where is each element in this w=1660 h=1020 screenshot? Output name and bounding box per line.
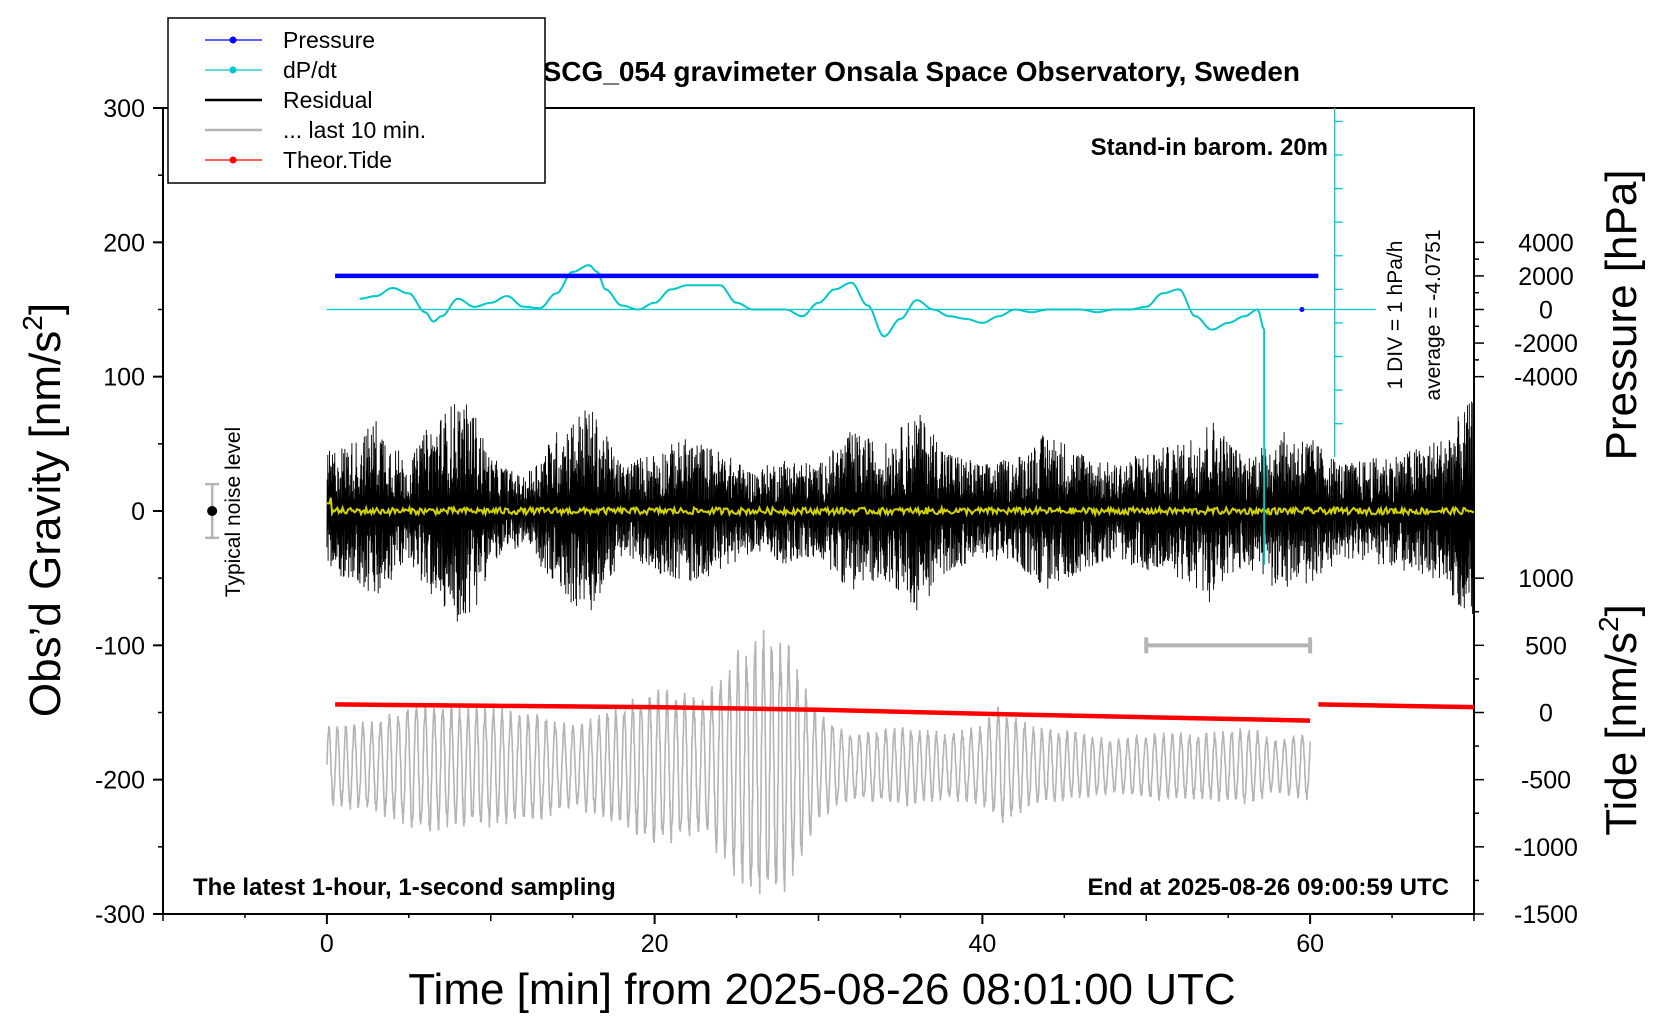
series-theor-tide <box>335 702 1311 723</box>
series-last-10-min <box>326 629 1311 895</box>
y-left-tick-label: -200 <box>95 767 145 795</box>
x-tick-label: 60 <box>1296 930 1324 958</box>
y-right-tide-label: -500 <box>1521 767 1571 795</box>
y-right-tide-label: 0 <box>1539 700 1553 728</box>
y-axis-title-left-close: ] <box>21 303 70 315</box>
series-dpdt <box>359 264 1266 565</box>
y-axis-title-left-text: Obs’d Gravity [nm/s <box>21 331 70 717</box>
legend-dpdt-marker <box>229 66 237 74</box>
y-right-pressure-label: 4000 <box>1518 229 1574 257</box>
chart-title: SCG_054 gravimeter Onsala Space Observat… <box>543 56 1300 87</box>
y-axis-title-right-tide-text: Tide [nm/s <box>1597 632 1646 836</box>
y-axis-title-left-superscript: 2 <box>17 315 48 331</box>
y-left-tick-label: -300 <box>95 901 145 929</box>
annotation-barometer: Stand-in barom. 20m <box>1091 134 1328 161</box>
annotation-bottom-left: The latest 1-hour, 1-second sampling <box>193 874 616 901</box>
legend: Pressure dP/dt Residual ... last 10 min. The… <box>167 17 546 184</box>
annotation-noise-level: Typical noise level <box>222 427 245 597</box>
y-axis-title-right-tide: Tide [nm/s2] <box>1593 604 1646 836</box>
annotation-average: average = -4.0751 <box>1422 229 1445 400</box>
y-left-tick-label: 200 <box>103 229 145 257</box>
legend-residual-label: Residual <box>283 87 373 113</box>
y-right-pressure-label: -4000 <box>1514 364 1578 392</box>
annotation-div-scale: 1 DIV = 1 hPa/h <box>1384 241 1407 390</box>
y-right-tide-label: 1000 <box>1518 565 1574 593</box>
y-left-tick-label: 0 <box>131 498 145 526</box>
y-left-tick-label: 300 <box>103 95 145 123</box>
series-theor-tide <box>1318 702 1474 710</box>
legend-dpdt-label: dP/dt <box>283 57 337 83</box>
y-left-tick-label: 100 <box>103 364 145 392</box>
legend-pressure-label: Pressure <box>283 27 375 53</box>
legend-items: Pressure dP/dt Residual ... last 10 min. The… <box>205 27 426 173</box>
x-tick-label: 40 <box>968 930 996 958</box>
x-axis-title: Time [min] from 2025-08-26 08:01:00 UTC <box>408 965 1235 1014</box>
y-right-pressure-label: -2000 <box>1514 330 1578 358</box>
noise-level-dot <box>207 506 218 516</box>
x-tick-label: 20 <box>641 930 669 958</box>
data-layer <box>205 108 1474 895</box>
y-left-tick-label: -100 <box>95 632 145 660</box>
dpdt-end-marker <box>1299 307 1305 312</box>
series-smoothed-residual <box>326 497 1474 519</box>
y-right-tide-label: -1500 <box>1514 901 1578 929</box>
y-right-pressure-label: 2000 <box>1518 263 1574 291</box>
y-right-tide-label: 500 <box>1525 632 1567 660</box>
y-right-tide-label: -1000 <box>1514 834 1578 862</box>
legend-theor-tide-marker <box>229 156 237 164</box>
y-axis-title-right-pressure: Pressure [hPa] <box>1597 169 1646 460</box>
y-axis-title-left: Obs’d Gravity [nm/s2] <box>17 303 70 717</box>
legend-theor-tide-label: Theor.Tide <box>283 147 392 173</box>
legend-last-10-min-label: ... last 10 min. <box>283 117 426 143</box>
series-residual <box>326 401 1474 622</box>
y-axis-title-right-tide-close: ] <box>1597 604 1646 616</box>
annotation-bottom-right: End at 2025-08-26 09:00:59 UTC <box>1088 874 1450 901</box>
legend-pressure-marker <box>229 36 237 44</box>
x-tick-label: 0 <box>320 930 334 958</box>
y-axis-title-right-tide-superscript: 2 <box>1593 616 1624 632</box>
y-right-pressure-label: 0 <box>1539 297 1553 325</box>
